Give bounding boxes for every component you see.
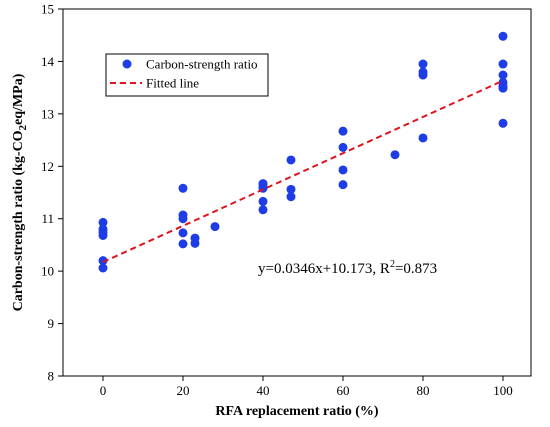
data-point [178,239,188,249]
data-point [178,214,188,224]
data-point [338,126,348,136]
annotation-superscript: 2 [390,259,395,270]
data-point [338,165,348,175]
data-point [418,59,428,69]
data-point [498,59,508,69]
y-axis-label-main: Carbon-strength ratio (kg-CO [11,130,26,311]
data-point [286,184,296,194]
data-point [286,155,296,165]
legend-label-scatter: Carbon-strength ratio [146,57,258,72]
data-point [178,228,188,238]
y-axis-label-subscript: 2 [17,124,29,130]
ticks-layer: 0 20 40 60 80 100 8 9 10 11 12 13 14 15 [41,2,513,399]
y-tick-label: 12 [41,159,54,174]
data-point [418,70,428,80]
y-tick-label: 11 [41,211,54,226]
legend: Carbon-strength ratio Fitted line [105,53,269,97]
data-point [98,230,108,240]
marks-layer [98,31,508,273]
y-axis-label: Carbon-strength ratio (kg-CO2eq/MPa) [11,73,29,311]
y-tick-label: 15 [41,2,54,17]
data-point [390,150,400,160]
annotation-r2-value: =0.873 [395,261,437,277]
y-tick-label: 14 [41,54,55,69]
y-axis-label-tail: eq/MPa) [11,73,26,125]
data-point [98,256,108,266]
annotation-equation: y=0.0346x+10.173, R [258,261,390,277]
data-point [98,263,108,273]
regression-annotation: y=0.0346x+10.173, R2=0.873 [258,259,437,277]
legend-label-line: Fitted line [146,76,199,91]
data-point [498,118,508,128]
x-tick-label: 60 [337,383,350,398]
legend-box [105,53,269,97]
data-point [258,205,268,215]
fitted-line [102,79,504,263]
data-point [210,222,220,232]
x-tick-label: 20 [177,383,190,398]
data-point [498,31,508,41]
x-tick-label: 100 [493,383,513,398]
y-tick-label: 9 [48,316,55,331]
data-point [498,83,508,93]
y-tick-label: 8 [48,369,55,384]
legend-marker-scatter [122,59,132,69]
x-tick-label: 80 [417,383,430,398]
data-point [498,70,508,80]
x-tick-label: 40 [257,383,270,398]
y-tick-label: 10 [41,264,54,279]
data-point [178,183,188,193]
plot-frame [62,8,532,377]
data-point [418,133,428,143]
data-point [338,142,348,152]
y-tick-label: 13 [41,106,54,121]
data-point [98,217,108,227]
data-point [190,238,200,248]
x-axis-label: RFA replacement ratio (%) [215,404,378,419]
data-point [258,196,268,206]
x-tick-label: 0 [100,383,107,398]
data-point [338,180,348,190]
data-point [286,192,296,202]
